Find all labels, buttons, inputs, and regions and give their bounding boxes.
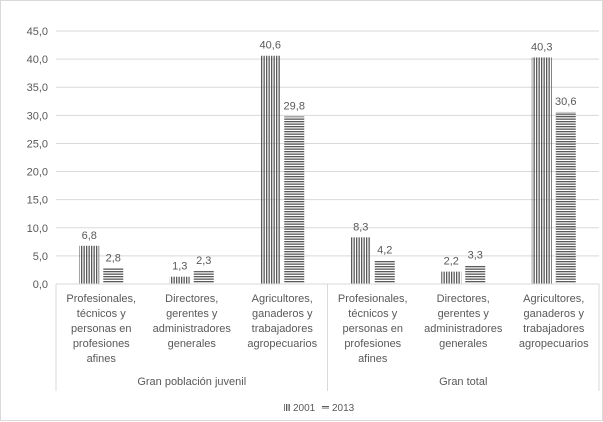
category-label: profesiones bbox=[73, 338, 130, 350]
category-label: generales bbox=[439, 338, 488, 350]
y-tick-label: 45,0 bbox=[27, 26, 48, 38]
data-label: 4,2 bbox=[377, 244, 392, 256]
y-tick-label: 20,0 bbox=[27, 167, 48, 179]
y-tick-label: 25,0 bbox=[27, 138, 48, 150]
data-label: 6,8 bbox=[82, 230, 97, 242]
group-label: Gran población juvenil bbox=[137, 376, 246, 388]
data-label: 29,8 bbox=[284, 100, 305, 112]
category-label: profesiones bbox=[344, 338, 401, 350]
category-label: ganaderos y bbox=[252, 308, 313, 320]
category-label: gerentes y bbox=[438, 308, 490, 320]
category-label: trabajadores bbox=[252, 323, 314, 335]
category-label: generales bbox=[168, 338, 217, 350]
category-label: personas en bbox=[342, 323, 403, 335]
data-label: 1,3 bbox=[172, 261, 187, 273]
legend-label-2013: 2013 bbox=[332, 403, 355, 414]
bar-2013 bbox=[555, 111, 576, 285]
gridlines bbox=[56, 30, 599, 285]
data-label: 2,2 bbox=[444, 256, 459, 268]
y-tick-label: 35,0 bbox=[27, 82, 48, 94]
category-label: Profesionales, bbox=[66, 293, 136, 305]
bar-2013 bbox=[374, 260, 395, 284]
category-label: Agricultores, bbox=[252, 293, 313, 305]
category-label: personas en bbox=[71, 323, 132, 335]
y-tick-label: 10,0 bbox=[27, 223, 48, 235]
data-label: 40,3 bbox=[531, 41, 552, 53]
y-tick-label: 30,0 bbox=[27, 110, 48, 122]
bar-2013 bbox=[465, 265, 486, 284]
category-label: Agricultores, bbox=[523, 293, 584, 305]
legend: 2001 2013 bbox=[284, 403, 355, 414]
y-tick-label: 0,0 bbox=[33, 279, 48, 291]
category-label: Directores, bbox=[437, 293, 490, 305]
category-label: administradores bbox=[424, 323, 503, 335]
y-tick-label: 15,0 bbox=[27, 195, 48, 207]
category-label: ganaderos y bbox=[523, 308, 584, 320]
category-label: técnicos y bbox=[348, 308, 397, 320]
data-label: 8,3 bbox=[353, 221, 368, 233]
category-label: agropecuarios bbox=[247, 338, 317, 350]
x-axis: Profesionales, técnicos y personas en profe… bbox=[55, 283, 600, 391]
y-tick-label: 5,0 bbox=[33, 251, 48, 263]
category-label: afines bbox=[87, 353, 117, 365]
bar-2013 bbox=[284, 116, 305, 284]
bar-2013 bbox=[193, 271, 214, 284]
bars bbox=[79, 55, 576, 285]
bar-2001 bbox=[79, 245, 100, 284]
data-label: 40,6 bbox=[260, 40, 281, 52]
bar-2001 bbox=[169, 276, 190, 284]
bar-2001 bbox=[350, 237, 371, 284]
legend-label-2001: 2001 bbox=[293, 403, 316, 414]
data-label: 3,3 bbox=[468, 249, 483, 261]
data-label: 2,8 bbox=[106, 252, 121, 264]
y-tick-label: 40,0 bbox=[27, 54, 48, 66]
y-axis-ticks: 0,0 5,0 10,0 15,0 20,0 25,0 30,0 35,0 40,0 45,0 bbox=[27, 26, 48, 291]
category-label: Profesionales, bbox=[338, 293, 408, 305]
bar-2001 bbox=[441, 271, 462, 284]
category-label: agropecuarios bbox=[519, 338, 589, 350]
legend-swatch-2013 bbox=[322, 406, 329, 409]
category-label: gerentes y bbox=[166, 308, 218, 320]
category-label: afines bbox=[358, 353, 388, 365]
category-label: Directores, bbox=[165, 293, 218, 305]
bar-2013 bbox=[103, 268, 124, 284]
data-label: 2,3 bbox=[196, 255, 211, 267]
category-label: administradores bbox=[153, 323, 232, 335]
data-labels: 6,8 2,8 1,3 2,3 40,6 29,8 8,3 4,2 2,2 3,3 40,3 30,6 bbox=[82, 40, 577, 273]
data-label: 30,6 bbox=[555, 96, 576, 108]
legend-swatch-2001 bbox=[284, 404, 291, 411]
group-label: Gran total bbox=[439, 376, 487, 388]
bar-2001 bbox=[260, 55, 281, 284]
category-label: trabajadores bbox=[523, 323, 585, 335]
bar-2001 bbox=[531, 57, 552, 285]
category-label: técnicos y bbox=[77, 308, 126, 320]
